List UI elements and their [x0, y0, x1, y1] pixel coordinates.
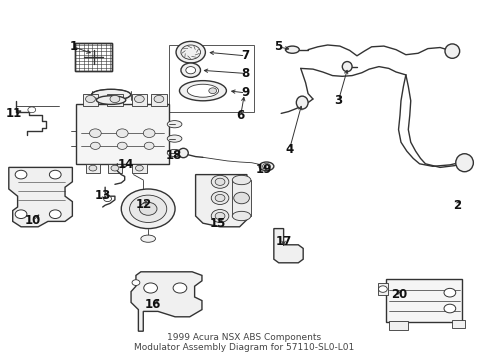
Ellipse shape: [342, 62, 351, 72]
Text: 1: 1: [69, 40, 77, 53]
Bar: [451, 320, 464, 328]
Text: 13: 13: [94, 189, 111, 202]
Ellipse shape: [179, 81, 226, 101]
Circle shape: [378, 286, 386, 292]
Circle shape: [143, 129, 155, 138]
Text: 19: 19: [255, 163, 272, 176]
Ellipse shape: [96, 96, 125, 104]
Text: 11: 11: [5, 107, 22, 120]
Circle shape: [28, 107, 36, 113]
Text: 17: 17: [275, 235, 291, 248]
Text: 4: 4: [285, 143, 293, 156]
Circle shape: [49, 170, 61, 179]
Text: 10: 10: [25, 214, 41, 227]
Circle shape: [85, 95, 95, 103]
Bar: [107, 94, 122, 106]
Bar: [151, 94, 166, 106]
Text: 9: 9: [241, 86, 249, 99]
Circle shape: [89, 165, 97, 171]
Bar: [168, 45, 254, 112]
Bar: [377, 283, 387, 295]
Bar: [82, 94, 98, 106]
Circle shape: [116, 129, 128, 138]
Circle shape: [111, 165, 119, 171]
Text: 14: 14: [117, 158, 134, 171]
Text: 2: 2: [452, 199, 460, 212]
Text: 20: 20: [390, 288, 407, 301]
Circle shape: [215, 194, 224, 202]
Bar: [232, 180, 250, 216]
Circle shape: [211, 210, 228, 222]
Circle shape: [90, 142, 100, 149]
Ellipse shape: [444, 44, 459, 58]
Circle shape: [185, 67, 195, 74]
Circle shape: [135, 165, 143, 171]
Circle shape: [262, 163, 270, 169]
Polygon shape: [195, 175, 246, 227]
Circle shape: [103, 196, 111, 202]
Circle shape: [89, 129, 101, 138]
Bar: [388, 321, 407, 330]
Ellipse shape: [259, 162, 273, 171]
Circle shape: [233, 192, 249, 204]
Circle shape: [144, 142, 154, 149]
Text: 6: 6: [236, 109, 244, 122]
Ellipse shape: [91, 89, 130, 100]
Polygon shape: [131, 272, 202, 331]
Bar: [132, 164, 146, 173]
Polygon shape: [273, 229, 303, 263]
Bar: [85, 164, 100, 173]
Circle shape: [132, 280, 140, 285]
Circle shape: [139, 202, 157, 215]
Circle shape: [154, 95, 163, 103]
Text: 7: 7: [241, 49, 249, 62]
Text: 3: 3: [334, 94, 342, 107]
Bar: [75, 43, 112, 71]
Circle shape: [173, 283, 186, 293]
Text: 8: 8: [241, 67, 249, 80]
Ellipse shape: [167, 121, 182, 128]
Circle shape: [215, 178, 224, 185]
Ellipse shape: [167, 135, 182, 142]
Bar: [75, 43, 112, 71]
Ellipse shape: [232, 175, 250, 185]
Circle shape: [181, 63, 200, 77]
Bar: [91, 91, 130, 100]
Circle shape: [143, 283, 157, 293]
Text: 5: 5: [273, 40, 281, 53]
Ellipse shape: [285, 46, 299, 53]
Bar: [107, 164, 122, 173]
Circle shape: [49, 210, 61, 219]
Circle shape: [110, 95, 120, 103]
Ellipse shape: [296, 96, 307, 109]
Circle shape: [134, 95, 144, 103]
Bar: [131, 94, 147, 106]
Circle shape: [176, 41, 205, 63]
Text: 16: 16: [144, 298, 161, 311]
Text: 12: 12: [136, 198, 152, 211]
Circle shape: [211, 192, 228, 204]
Circle shape: [15, 210, 27, 219]
Bar: [386, 279, 461, 322]
Circle shape: [443, 304, 455, 313]
Circle shape: [443, 288, 455, 297]
Circle shape: [117, 142, 127, 149]
Circle shape: [121, 189, 175, 229]
Ellipse shape: [455, 154, 472, 172]
Text: 18: 18: [165, 149, 182, 162]
Circle shape: [211, 175, 228, 188]
Ellipse shape: [141, 235, 155, 242]
Text: 15: 15: [209, 217, 225, 230]
Ellipse shape: [167, 149, 182, 157]
Text: 1999 Acura NSX ABS Components
Modulator Assembly Diagram for 57110-SL0-L01: 1999 Acura NSX ABS Components Modulator …: [134, 333, 354, 352]
Circle shape: [215, 212, 224, 220]
Circle shape: [208, 88, 216, 94]
Bar: [76, 104, 168, 164]
Polygon shape: [9, 167, 72, 227]
Circle shape: [15, 170, 27, 179]
Circle shape: [129, 195, 166, 222]
Ellipse shape: [232, 211, 250, 221]
Ellipse shape: [187, 84, 218, 97]
Ellipse shape: [178, 148, 188, 158]
